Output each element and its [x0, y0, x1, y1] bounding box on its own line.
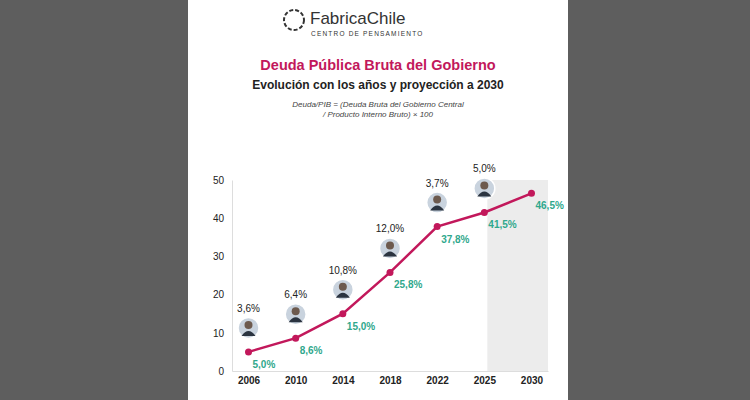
- y-tick: 30: [213, 251, 232, 262]
- x-tick-label: 2010: [285, 375, 308, 386]
- data-point: [481, 209, 488, 216]
- portrait: [380, 238, 401, 259]
- chart-root: FabricaChile CENTRO DE PENSAMIENTO Deuda P…: [0, 0, 750, 400]
- annotation: 3,6%: [237, 303, 260, 314]
- y-axis-line: [232, 181, 233, 372]
- portrait-head: [339, 283, 347, 291]
- y-tick-label: 0: [218, 366, 224, 377]
- y-tick: 40: [213, 213, 232, 224]
- portrait-body: [242, 331, 256, 336]
- annotation: 12,0%: [376, 223, 404, 234]
- portrait: [474, 178, 495, 199]
- portrait-head: [292, 307, 300, 315]
- portrait-body: [477, 191, 491, 196]
- annotation: 6,4%: [284, 289, 307, 300]
- backdrop: [0, 0, 750, 400]
- data-point: [339, 310, 346, 317]
- x-tick: 2025: [474, 371, 497, 386]
- x-tick-label: 2022: [427, 375, 450, 386]
- x-tick-label: 2014: [332, 375, 355, 386]
- x-tick: 2022: [427, 371, 450, 386]
- x-tick: 2014: [332, 371, 355, 386]
- card: [188, 0, 568, 400]
- x-tick-label: 2030: [521, 375, 544, 386]
- y-tick-label: 30: [213, 251, 225, 262]
- data-label: 37,8%: [441, 234, 469, 245]
- portrait: [285, 304, 306, 325]
- x-tick-label: 2025: [474, 375, 497, 386]
- data-point: [292, 335, 299, 342]
- portrait-head: [433, 196, 441, 204]
- y-tick-label: 20: [213, 289, 225, 300]
- portrait-head: [386, 241, 394, 249]
- x-tick: 2030: [521, 371, 544, 386]
- x-axis-line: [233, 371, 549, 372]
- portrait-frame: [332, 279, 353, 300]
- logo: FabricaChile CENTRO DE PENSAMIENTO: [284, 9, 423, 37]
- x-tick-label: 2006: [238, 375, 261, 386]
- portrait-frame: [238, 317, 259, 338]
- annotation: 10,8%: [329, 265, 357, 276]
- data-label: 5,0%: [253, 359, 276, 370]
- portrait-body: [430, 206, 444, 211]
- brand-tagline: CENTRO DE PENSAMIENTO: [311, 30, 423, 37]
- logo-icon: [284, 10, 304, 30]
- portrait-head: [480, 181, 488, 189]
- portrait: [332, 279, 353, 300]
- data-point: [528, 190, 535, 197]
- y-tick: 50: [213, 175, 232, 186]
- y-tick-label: 10: [213, 328, 225, 339]
- data-label: 8,6%: [300, 345, 323, 356]
- y-tick-label: 50: [213, 175, 225, 186]
- data-point: [434, 223, 441, 230]
- data-label: 15,0%: [347, 321, 375, 332]
- x-tick: 2018: [379, 371, 402, 386]
- brand-name: FabricaChile: [310, 9, 405, 28]
- portrait-frame: [474, 178, 495, 199]
- portrait-frame: [285, 304, 306, 325]
- title: Deuda Pública Bruta del Gobierno: [260, 57, 495, 73]
- x-tick: 2006: [238, 371, 261, 386]
- y-tick: 10: [213, 328, 232, 339]
- x-tick-label: 2018: [379, 375, 402, 386]
- annotation: 5,0%: [473, 163, 496, 174]
- y-tick: 0: [218, 366, 232, 377]
- x-tick: 2010: [285, 371, 308, 386]
- labels: 3,6% 6,4% 10,8% 12,0% 3,7% 5,0% 5,0% 8,6% 15,0% 2…: [237, 163, 564, 369]
- portrait-head: [245, 321, 253, 329]
- portrait-frame: [380, 238, 401, 259]
- data-label: 25,8%: [394, 279, 422, 290]
- portrait-frame: [427, 192, 448, 213]
- portrait-body: [336, 293, 350, 298]
- y-tick: 20: [213, 289, 232, 300]
- portrait-body: [383, 251, 397, 256]
- annotation: 3,7%: [426, 178, 449, 189]
- portrait-body: [289, 317, 303, 322]
- y-tick-label: 40: [213, 213, 225, 224]
- portrait: [238, 317, 259, 338]
- y-axis: 0 10 20 30 40 50: [213, 175, 233, 377]
- portrait: [427, 192, 448, 213]
- subtitle: Evolución con los años y proyección a 20…: [252, 78, 504, 92]
- data-point: [245, 348, 252, 355]
- marks: [245, 190, 535, 356]
- data-label: 41,5%: [488, 219, 516, 230]
- data-label: 46,5%: [535, 200, 563, 211]
- x-axis: 2006 2010 2014 2018 2022 2025 2030: [233, 371, 549, 386]
- data-line: [249, 193, 532, 352]
- formula: Deuda/PIB = (Deuda Bruta del Gobierno Ce…: [292, 100, 464, 119]
- data-point: [387, 269, 394, 276]
